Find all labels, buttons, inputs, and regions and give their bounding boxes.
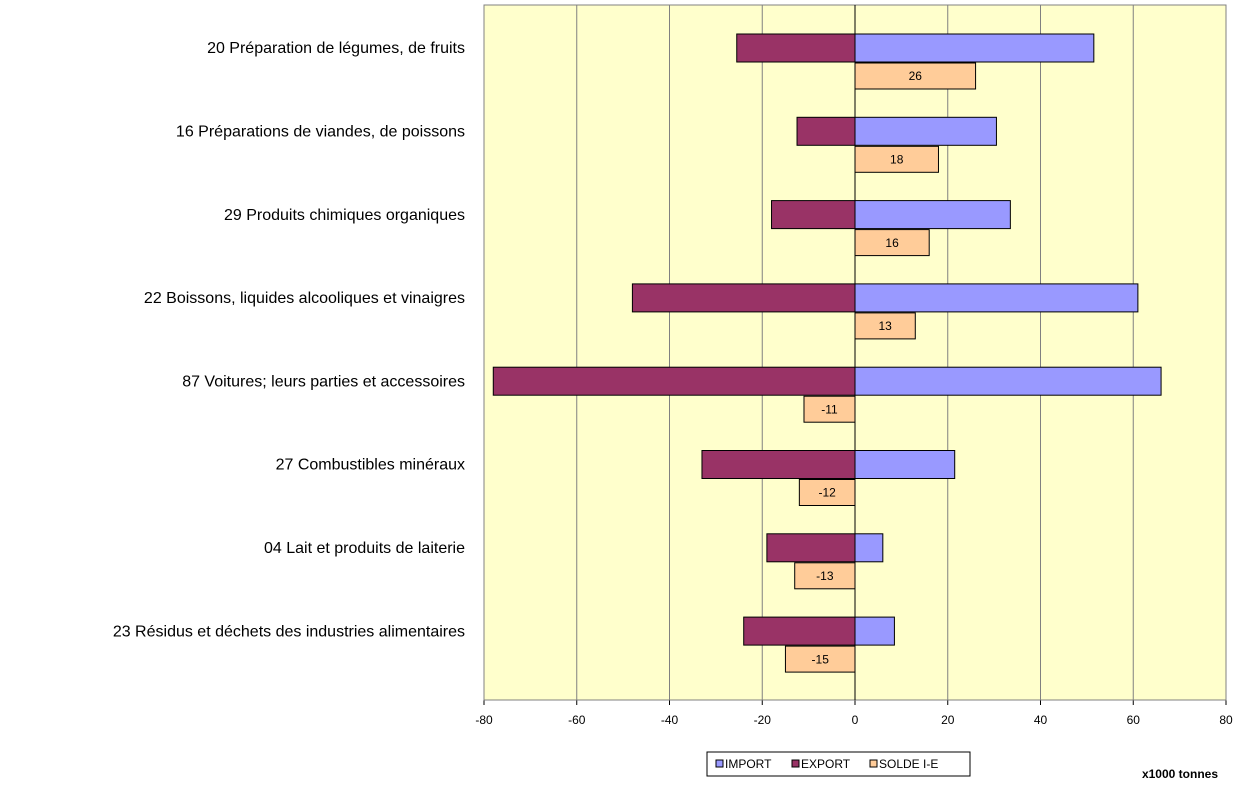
bar <box>771 200 856 230</box>
data-label: 13 <box>878 319 892 333</box>
bar <box>854 312 916 340</box>
x-axis-label: x1000 tonnes <box>1142 767 1218 781</box>
data-label: 16 <box>885 236 899 250</box>
data-label: -13 <box>816 569 834 583</box>
bar <box>854 283 1139 313</box>
legend-swatch <box>715 759 724 768</box>
bar <box>854 229 930 257</box>
bar <box>796 116 856 146</box>
bar <box>701 450 856 479</box>
data-label: -15 <box>812 652 830 666</box>
legend-label: IMPORT <box>725 757 772 771</box>
x-tick-label: 40 <box>1034 713 1048 727</box>
bar <box>854 33 1095 63</box>
x-tick-label: 0 <box>852 713 859 727</box>
x-tick-label: -80 <box>475 713 493 727</box>
x-tick-label: 60 <box>1127 713 1141 727</box>
bar <box>854 616 895 646</box>
bar <box>854 450 956 479</box>
bar <box>854 366 1162 396</box>
bar <box>794 562 856 590</box>
legend-swatch <box>791 759 800 768</box>
x-tick-label: 80 <box>1219 713 1233 727</box>
bar <box>854 62 977 90</box>
y-tick-label: 29 Produits chimiques organiques <box>224 207 465 224</box>
y-tick-label: 23 Résidus et déchets des industries ali… <box>113 623 465 640</box>
y-tick-label: 22 Boissons, liquides alcooliques et vin… <box>144 290 465 307</box>
legend-label: EXPORT <box>801 757 851 771</box>
y-tick-label: 27 Combustibles minéraux <box>276 457 465 474</box>
bar <box>854 200 1011 230</box>
bar <box>492 366 856 396</box>
bar <box>854 533 884 563</box>
legend <box>706 751 971 777</box>
data-label: -11 <box>821 402 838 416</box>
data-label: 18 <box>890 152 904 166</box>
bar <box>631 283 856 313</box>
y-tick-label: 20 Préparation de légumes, de fruits <box>207 40 465 57</box>
bar <box>803 395 856 423</box>
bar <box>743 616 856 646</box>
x-tick-label: -20 <box>754 713 772 727</box>
x-tick-label: 20 <box>941 713 955 727</box>
x-tick-label: -60 <box>568 713 586 727</box>
x-tick-label: -40 <box>661 713 679 727</box>
y-tick-label: 04 Lait et produits de laiterie <box>264 540 465 557</box>
bar <box>736 33 856 63</box>
legend-swatch <box>869 759 878 768</box>
data-label: -12 <box>819 486 837 500</box>
bar <box>854 145 939 173</box>
bar <box>854 116 997 146</box>
legend-label: SOLDE I-E <box>879 757 938 771</box>
y-tick-label: 87 Voitures; leurs parties et accessoire… <box>182 373 465 390</box>
y-tick-label: 16 Préparations de viandes, de poissons <box>176 124 465 141</box>
bar <box>766 533 856 563</box>
data-label: 26 <box>909 69 923 83</box>
